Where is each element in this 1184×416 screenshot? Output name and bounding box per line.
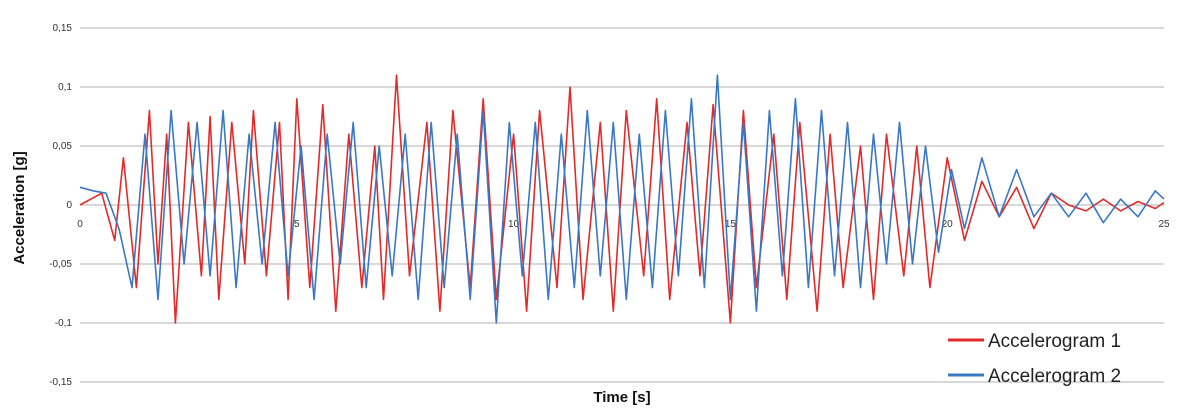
series-layer (79, 74, 1165, 324)
x-tick-label-5: 25 (1158, 219, 1170, 230)
y-tick-label-2: 0,05 (53, 141, 73, 152)
y-tick-label-1: 0,1 (58, 82, 72, 93)
legend: Accelerogram 1 Accelerogram 2 (948, 331, 1121, 387)
x-tick-label-3: 15 (725, 219, 737, 230)
x-tick-label-4: 20 (942, 219, 954, 230)
series-line-1 (79, 74, 1165, 324)
series-line-2 (79, 74, 1165, 324)
x-tick-label-2: 10 (508, 219, 520, 230)
y-tick-label-5: -0,1 (55, 318, 73, 329)
legend-label-accelerogram-1: Accelerogram 1 (988, 331, 1121, 352)
y-axis-title: Acceleration [g] (11, 151, 28, 264)
x-tick-label-1: 5 (294, 219, 300, 230)
y-tick-label-0: 0,15 (53, 23, 73, 34)
x-axis-title: Time [s] (593, 389, 650, 406)
x-tick-label-0: 0 (77, 219, 83, 230)
y-tick-label-4: -0,05 (49, 259, 72, 270)
legend-label-accelerogram-2: Accelerogram 2 (988, 366, 1121, 387)
y-tick-label-3: 0 (66, 200, 72, 211)
x-tick-labels: 0 5 10 15 20 25 (77, 219, 1170, 230)
y-tick-labels: 0,15 0,1 0,05 0 -0,05 -0,1 -0,15 (49, 23, 72, 388)
y-tick-label-6: -0,15 (49, 377, 72, 388)
